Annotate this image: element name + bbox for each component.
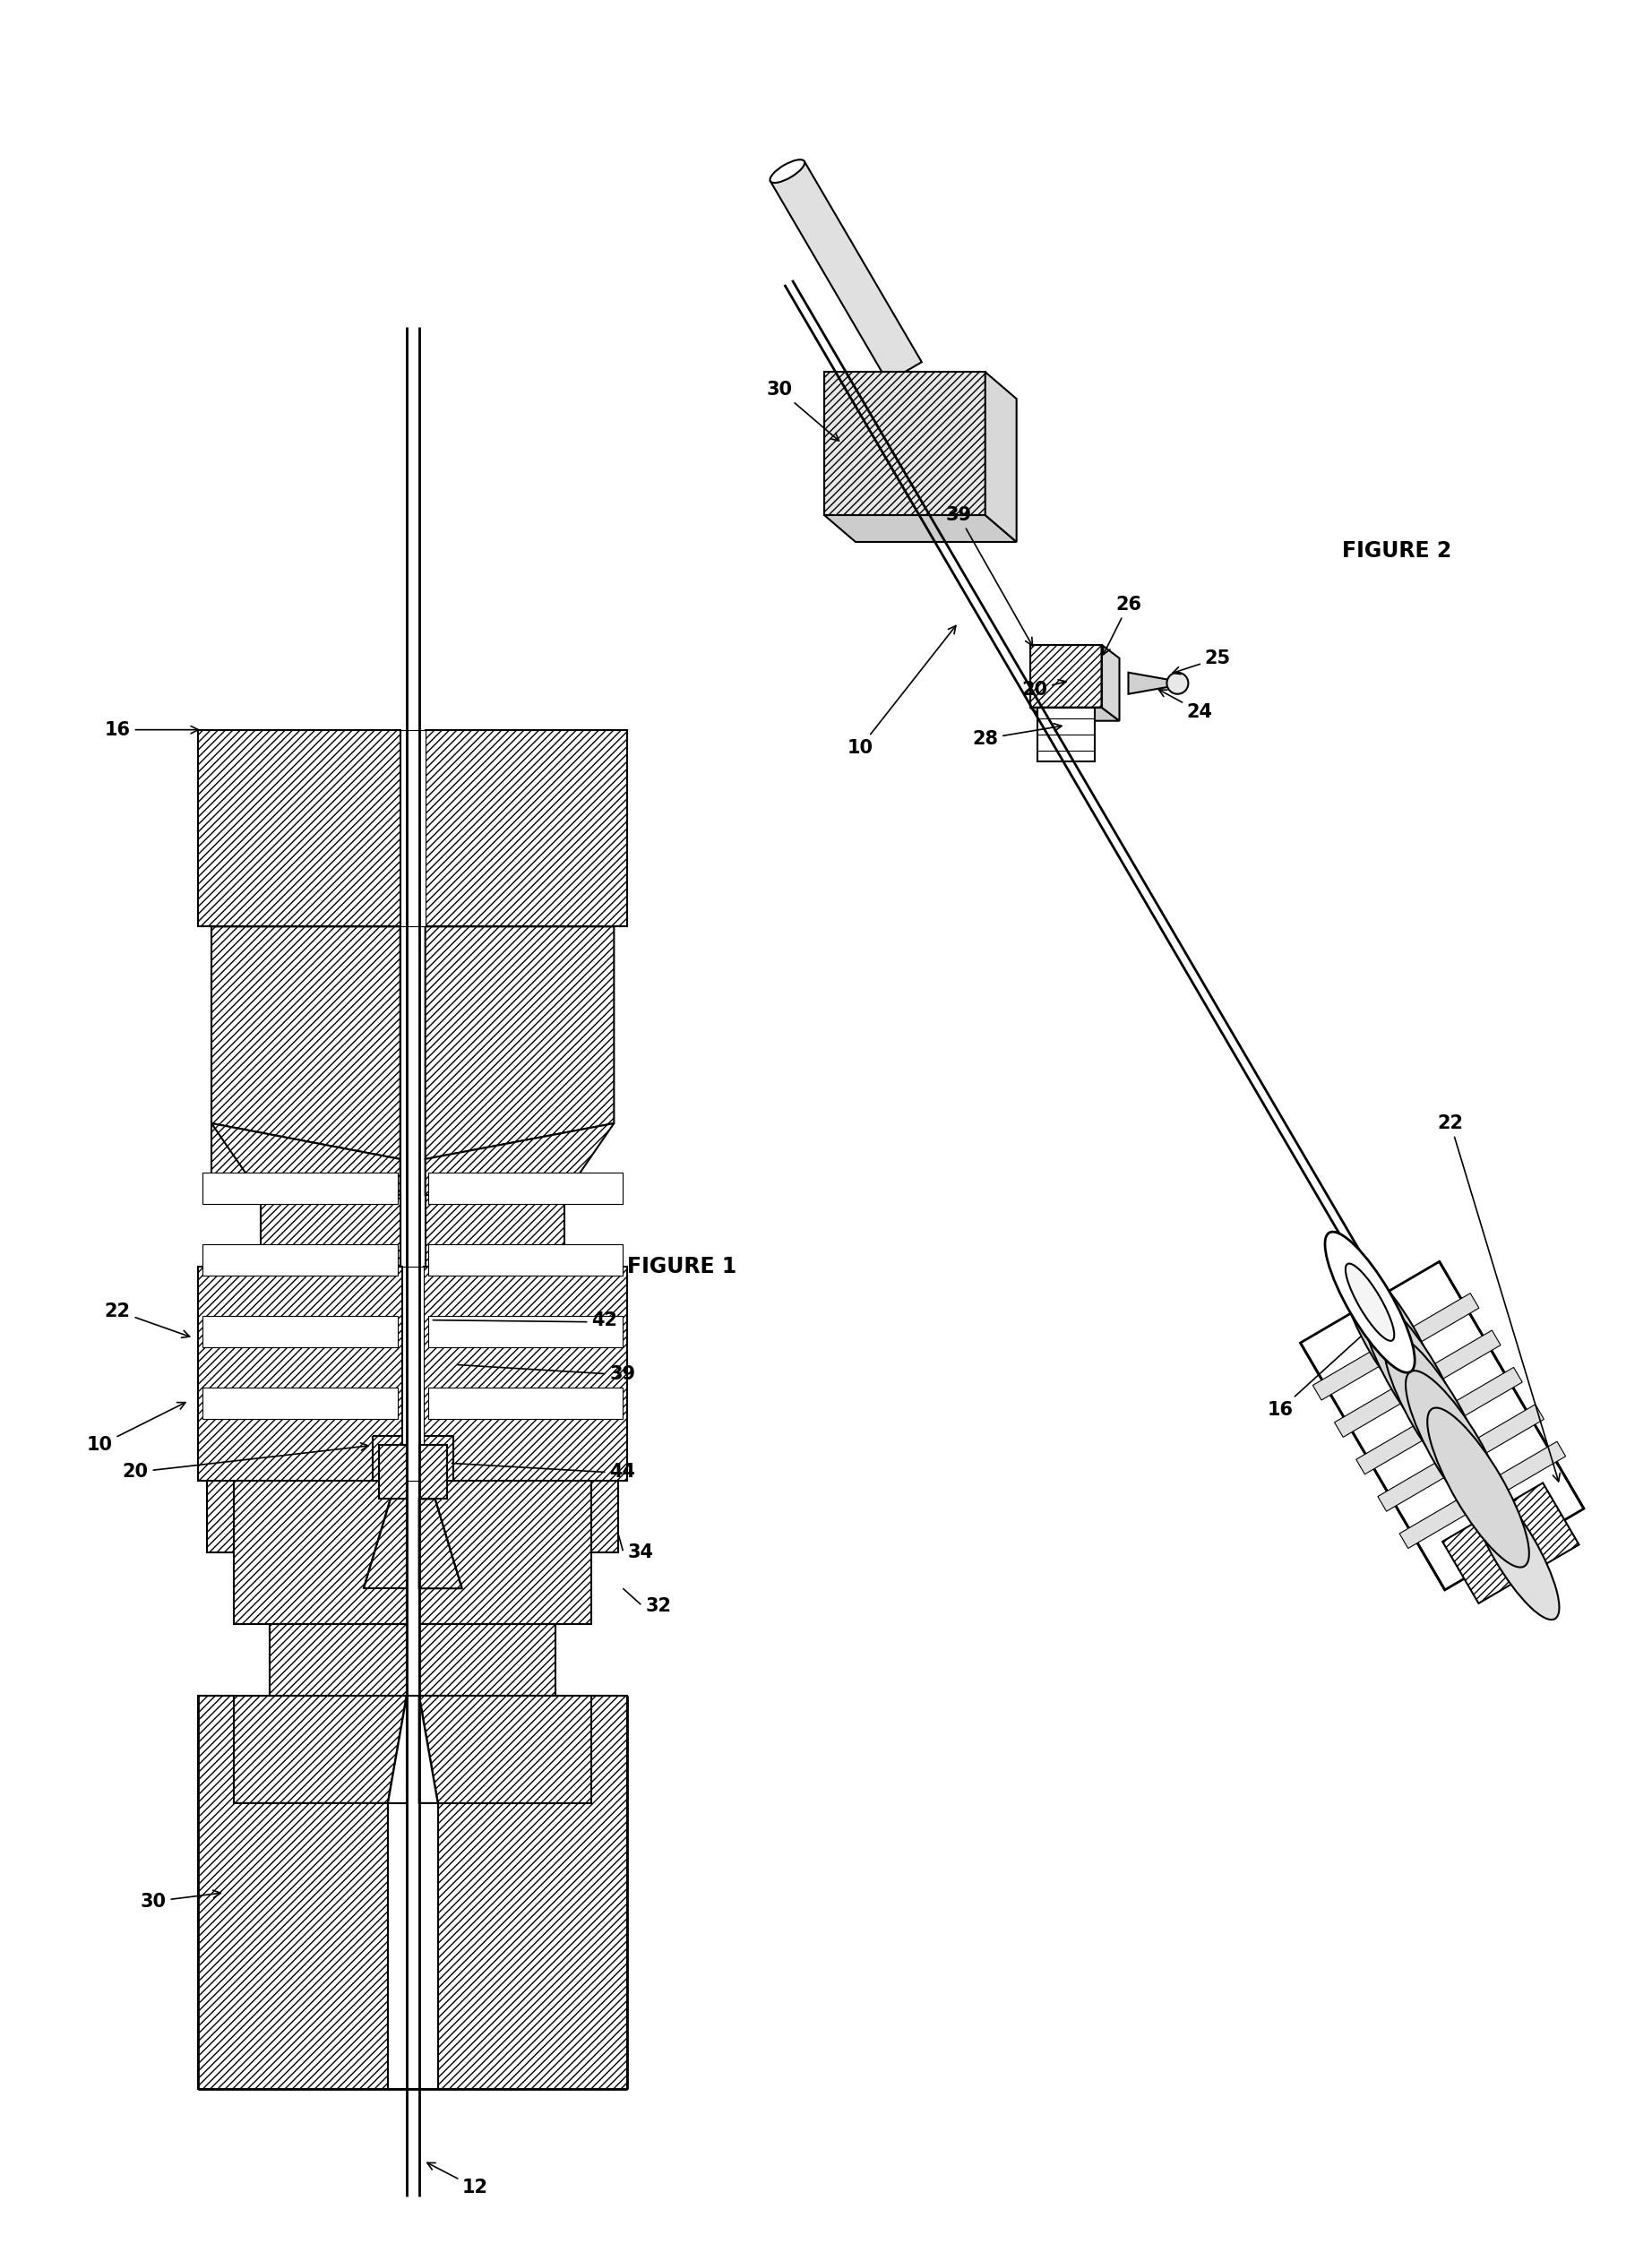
Polygon shape (198, 1696, 388, 2090)
Polygon shape (420, 1696, 438, 1804)
Text: 32: 32 (646, 1597, 671, 1615)
Polygon shape (428, 1315, 623, 1347)
Text: 10: 10 (847, 626, 957, 757)
Ellipse shape (1341, 1259, 1442, 1419)
Text: 24: 24 (1158, 689, 1213, 721)
Polygon shape (198, 730, 400, 926)
Text: 30: 30 (140, 1889, 221, 1910)
Text: 20: 20 (122, 1444, 368, 1482)
Polygon shape (985, 372, 1016, 543)
Circle shape (1166, 673, 1188, 694)
Ellipse shape (770, 160, 805, 182)
Polygon shape (1029, 707, 1120, 721)
Text: 22: 22 (104, 1302, 190, 1338)
Ellipse shape (1427, 1408, 1530, 1567)
Ellipse shape (1384, 1333, 1485, 1493)
Polygon shape (425, 1196, 565, 1266)
Polygon shape (428, 1387, 623, 1419)
Ellipse shape (1469, 1480, 1559, 1619)
Polygon shape (206, 1482, 235, 1552)
Polygon shape (211, 926, 400, 1266)
Polygon shape (1356, 1367, 1523, 1475)
Polygon shape (1102, 644, 1120, 721)
Polygon shape (1029, 644, 1102, 707)
Polygon shape (1335, 1331, 1500, 1437)
Polygon shape (428, 1173, 623, 1205)
Text: 44: 44 (610, 1464, 636, 1482)
Polygon shape (400, 730, 425, 926)
Polygon shape (269, 1624, 406, 1696)
Text: 30: 30 (767, 381, 839, 441)
Text: 22: 22 (1437, 1115, 1559, 1482)
Text: 26: 26 (1104, 595, 1142, 655)
Text: 16: 16 (1267, 1322, 1376, 1419)
Text: 25: 25 (1173, 649, 1231, 673)
Polygon shape (401, 1266, 423, 1482)
Text: 12: 12 (428, 2162, 489, 2196)
Polygon shape (824, 516, 1016, 543)
Polygon shape (203, 1243, 398, 1275)
Polygon shape (211, 926, 400, 1160)
Text: 16: 16 (104, 721, 198, 739)
Polygon shape (203, 1315, 398, 1347)
Text: 34: 34 (628, 1543, 654, 1561)
Polygon shape (1442, 1482, 1579, 1603)
Polygon shape (363, 1500, 406, 1588)
Ellipse shape (1460, 1462, 1525, 1563)
Polygon shape (1037, 707, 1094, 761)
Polygon shape (261, 1196, 400, 1266)
Polygon shape (425, 730, 628, 926)
Polygon shape (428, 1243, 623, 1275)
Ellipse shape (1345, 1263, 1394, 1340)
Text: 28: 28 (973, 723, 1062, 748)
Polygon shape (235, 1696, 406, 1804)
Polygon shape (235, 1482, 406, 1624)
Polygon shape (420, 1446, 446, 1500)
Polygon shape (1300, 1261, 1584, 1590)
Polygon shape (1313, 1293, 1479, 1401)
Polygon shape (388, 1696, 406, 1804)
Polygon shape (438, 1696, 628, 2090)
Text: 39: 39 (945, 507, 1032, 646)
Polygon shape (388, 1696, 438, 2090)
Polygon shape (420, 1500, 463, 1588)
Ellipse shape (1363, 1297, 1464, 1457)
Polygon shape (378, 1446, 406, 1500)
Polygon shape (824, 372, 985, 516)
Polygon shape (425, 926, 615, 1160)
Polygon shape (425, 1124, 615, 1196)
Polygon shape (423, 1266, 628, 1482)
Polygon shape (420, 1482, 591, 1624)
Text: FIGURE 1: FIGURE 1 (628, 1257, 737, 1277)
Text: 10: 10 (86, 1403, 185, 1455)
Polygon shape (1378, 1405, 1545, 1511)
Text: 42: 42 (591, 1311, 618, 1329)
Text: 20: 20 (1021, 680, 1066, 698)
Polygon shape (203, 1173, 398, 1205)
Polygon shape (1399, 1441, 1566, 1549)
Polygon shape (591, 1482, 618, 1552)
Polygon shape (203, 1387, 398, 1419)
Polygon shape (198, 1266, 401, 1482)
Ellipse shape (1406, 1371, 1507, 1529)
Polygon shape (1128, 673, 1168, 694)
Text: 39: 39 (610, 1365, 636, 1383)
Polygon shape (420, 1624, 555, 1696)
Polygon shape (211, 1124, 400, 1196)
Ellipse shape (1325, 1232, 1414, 1371)
Text: FIGURE 2: FIGURE 2 (1341, 540, 1452, 561)
Polygon shape (770, 162, 922, 383)
Polygon shape (420, 1696, 591, 1804)
